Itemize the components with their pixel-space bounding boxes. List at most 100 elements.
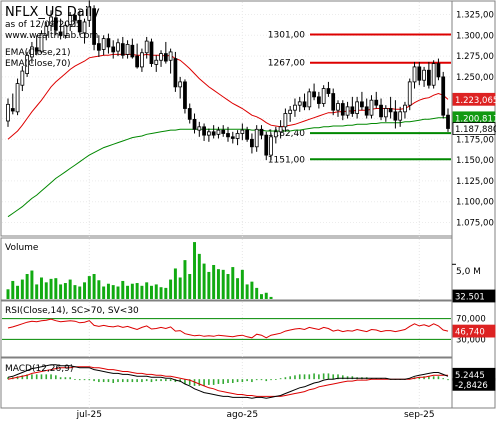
candle-body xyxy=(230,136,235,139)
candle-body xyxy=(326,88,331,94)
candle-body xyxy=(154,59,159,65)
rsi-panel-label: RSI(Close,14), SC>70, SV<30 xyxy=(5,306,139,316)
candle-body xyxy=(39,33,44,53)
macd-histogram-bar xyxy=(322,373,325,380)
macd-histogram-bar xyxy=(184,379,186,384)
volume-bar xyxy=(264,292,268,299)
candle-body xyxy=(398,111,403,121)
volume-bar xyxy=(216,269,220,299)
macd-histogram-bar xyxy=(141,379,143,383)
candle-body xyxy=(6,103,10,122)
candle-body xyxy=(293,104,297,111)
macd-histogram-bar xyxy=(21,375,24,380)
volume-bar xyxy=(130,283,134,299)
candle-body xyxy=(82,21,87,34)
volume-panel-frame xyxy=(0,237,453,301)
candle-body xyxy=(49,16,53,26)
macd-last-tag: 5,2445 xyxy=(455,371,485,381)
volume-bar xyxy=(106,283,110,299)
candle-body xyxy=(135,55,140,68)
candle-body xyxy=(87,6,92,21)
volume-bar xyxy=(240,269,244,299)
candle-body xyxy=(331,93,336,111)
macd-histogram-bar xyxy=(7,377,9,380)
volume-layer xyxy=(6,242,273,299)
macd-histogram-bar xyxy=(35,374,38,380)
candle-body xyxy=(417,66,422,81)
volume-bar xyxy=(149,285,153,299)
candle-body xyxy=(116,42,120,52)
price-tick-label: 1.100,00 xyxy=(456,198,494,208)
volume-bar xyxy=(226,274,230,299)
candle-layer xyxy=(6,0,450,161)
level-line-label: 1182,40 xyxy=(268,129,305,139)
macd-histogram-bar xyxy=(289,376,291,380)
candle-body xyxy=(77,19,82,33)
volume-bar xyxy=(231,267,235,299)
candle-body xyxy=(412,66,417,83)
volume-bar xyxy=(193,242,197,299)
candle-body xyxy=(336,103,340,111)
candle-body xyxy=(211,131,216,136)
macd-histogram-bar xyxy=(227,379,229,383)
price-tag: 1.187,880 xyxy=(455,125,496,135)
candle-body xyxy=(312,91,316,98)
macd-histogram-bar xyxy=(26,374,28,380)
macd-signal-line xyxy=(7,366,448,397)
macd-histogram-bar xyxy=(265,379,268,382)
volume-bar xyxy=(126,285,130,299)
candle-body xyxy=(34,47,39,52)
macd-histogram-bar xyxy=(169,379,172,382)
volume-bar xyxy=(207,271,211,299)
price-panel-frame xyxy=(0,0,453,237)
macd-histogram-bar xyxy=(341,375,344,380)
macd-histogram-bar xyxy=(160,379,162,382)
level-line-label: 1267,00 xyxy=(268,59,305,69)
volume-bar xyxy=(92,274,96,299)
volume-bar xyxy=(30,270,34,299)
volume-bar xyxy=(197,253,201,299)
volume-bar xyxy=(6,289,10,299)
candle-body xyxy=(355,101,360,114)
candle-body xyxy=(436,63,441,78)
macd-histogram-bar xyxy=(69,377,71,380)
ema21-line xyxy=(7,53,449,140)
volume-bar xyxy=(83,282,87,299)
macd-panel-label: MACD(12,26,9) xyxy=(5,364,73,374)
candle-body xyxy=(168,51,173,61)
macd-histogram-bar xyxy=(437,376,440,380)
candle-body xyxy=(101,38,106,50)
candle-body xyxy=(192,118,197,130)
candle-body xyxy=(345,106,350,116)
chart-source: www.wealth-lab.com xyxy=(5,31,98,41)
candle-body xyxy=(92,8,96,45)
chart-title: NFLX_US Daily xyxy=(5,5,100,20)
legend-ema70: EMA(Close,70) xyxy=(5,59,70,69)
macd-histogram-bar xyxy=(98,379,100,383)
macd-histogram-bar xyxy=(318,374,320,380)
macd-histogram-bar xyxy=(40,374,43,380)
macd-histogram-bar xyxy=(188,379,191,385)
macd-histogram-bar xyxy=(337,374,339,380)
candle-body xyxy=(144,40,149,54)
macd-histogram-bar xyxy=(78,379,81,381)
macd-histogram-bar xyxy=(313,373,315,380)
volume-bar xyxy=(11,280,15,299)
volume-bar xyxy=(44,282,48,299)
volume-bar xyxy=(135,283,139,299)
candle-body xyxy=(369,99,374,116)
candle-body xyxy=(130,44,135,58)
price-tag-bg xyxy=(452,122,496,135)
candle-body xyxy=(283,113,288,128)
macd-histogram-bar xyxy=(88,379,91,381)
candle-body xyxy=(163,53,168,62)
macd-histogram-bar xyxy=(260,379,263,381)
macd-histogram-bar xyxy=(432,376,435,380)
candle-body xyxy=(240,129,245,134)
volume-bar xyxy=(116,286,120,299)
macd-histogram-bar xyxy=(31,374,33,380)
candle-body xyxy=(30,46,34,58)
volume-bar xyxy=(49,278,53,299)
